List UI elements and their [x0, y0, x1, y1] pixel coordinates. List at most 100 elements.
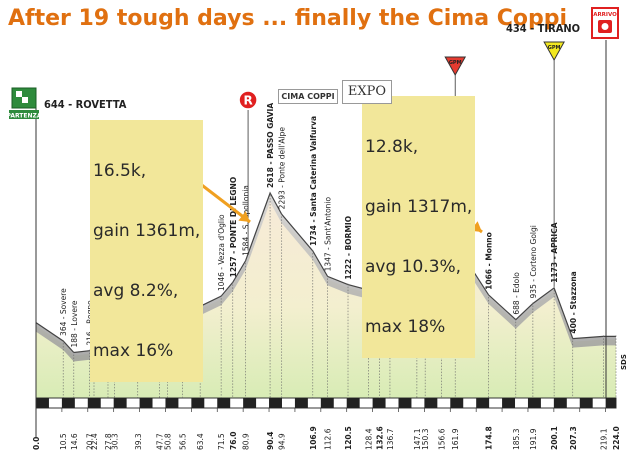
axis-segment — [217, 398, 231, 408]
km-label: 207.3 — [569, 426, 578, 450]
location-label: 2293 - Ponte dell'Alpe — [278, 127, 287, 210]
location-label: 1347 - Sant'Antonio — [324, 197, 333, 272]
axis-segment — [450, 398, 464, 408]
axis-segment — [346, 398, 360, 408]
profile-top-band — [36, 193, 616, 362]
axis-segment — [605, 398, 616, 408]
km-label: 47.7 — [156, 433, 165, 450]
km-label: 150.3 — [421, 428, 430, 450]
finish-location-label: 434 - TIRANO — [506, 22, 580, 35]
climb-note-gavia: 16.5k, gain 1361m, avg 8.2%, max 16% — [90, 120, 204, 382]
axis-segment — [191, 398, 205, 408]
location-label: 1734 - Santa Caterina Valfurva — [309, 116, 318, 246]
expo-logo: EXPO — [342, 80, 392, 104]
axis-segment — [553, 398, 567, 408]
gpm-label: GPM — [449, 60, 462, 66]
km-label: 147.1 — [413, 428, 422, 450]
km-label: 136.7 — [386, 428, 395, 450]
km-label: 156.6 — [437, 428, 446, 450]
location-label: 1222 - BORMIO — [344, 216, 353, 280]
km-label: 27.8 — [104, 433, 113, 450]
location-label: 2618 - PASSO GAVIA — [266, 103, 275, 188]
axis-segment — [269, 398, 282, 408]
km-label: 219.1 — [599, 428, 608, 450]
arrow-gavia-head — [238, 211, 250, 222]
axis-segment — [243, 398, 257, 408]
axis-segment — [579, 398, 593, 408]
start-sign-label: PARTENZA — [6, 113, 41, 120]
km-label: 14.6 — [70, 433, 79, 450]
axis-segment — [36, 398, 49, 408]
finish-camera-lens — [601, 23, 609, 30]
axis-segment — [398, 398, 412, 408]
location-label: 1173 - APRICA — [550, 222, 559, 283]
km-label: 191.9 — [529, 428, 538, 450]
cima-coppi-box: CIMA COPPI — [278, 89, 338, 104]
r-marker-icon — [238, 90, 258, 110]
axis-segment — [424, 398, 438, 408]
r-marker-label: R — [243, 94, 252, 108]
axis-segment — [139, 398, 153, 408]
axis-segment — [61, 398, 75, 408]
location-label: 1257 - PONTE DI LEGNO — [229, 177, 238, 278]
km-label: 224.0 — [612, 426, 621, 450]
km-label: 174.8 — [485, 426, 494, 450]
km-label: 76.0 — [229, 431, 238, 450]
start-location-label: 644 - ROVETTA — [44, 98, 127, 111]
axis-segment — [320, 398, 334, 408]
axis-segment — [113, 398, 127, 408]
km-label: 185.3 — [512, 428, 521, 450]
location-label: 1046 - Vezza d'Oglio — [217, 214, 226, 291]
note-line: gain 1317m, — [365, 197, 473, 217]
km-label: 30.3 — [110, 433, 119, 450]
axis-segment — [165, 398, 179, 408]
finish-sign-label: ARRIVO — [593, 12, 617, 18]
km-label: 71.5 — [217, 433, 226, 450]
km-label: 63.4 — [196, 433, 205, 450]
gpm-mortirolo-icon — [444, 56, 467, 77]
note-line: 16.5k, — [93, 161, 147, 181]
note-line: 12.8k, — [365, 137, 419, 157]
note-line: avg 10.3%, — [365, 257, 462, 277]
location-label: 364 - Sovere — [59, 288, 68, 336]
km-label: 39.3 — [134, 433, 143, 450]
location-label: 688 - Edolo — [512, 272, 521, 315]
km-label: 80.9 — [241, 433, 250, 450]
km-label: 94.9 — [278, 433, 287, 450]
km-label: 0.0 — [32, 437, 41, 450]
axis-segment — [294, 398, 308, 408]
gpm-label: GPM — [548, 45, 561, 51]
page-title: After 19 tough days ... finally the Cima… — [8, 6, 567, 31]
axis-segment — [372, 398, 386, 408]
note-line: max 18% — [365, 317, 446, 337]
start-flag-check — [22, 97, 28, 103]
km-label: 50.8 — [164, 433, 173, 450]
km-label: 20.7 — [86, 433, 95, 450]
note-line: max 16% — [93, 341, 174, 361]
location-label: 188 - Lovere — [70, 300, 79, 347]
gpm-aprica-icon — [543, 41, 565, 62]
note-line: avg 8.2%, — [93, 281, 179, 301]
location-label: 1066 - Monno — [485, 232, 494, 290]
start-flag-check — [16, 91, 22, 97]
note-line: gain 1361m, — [93, 221, 201, 241]
km-label: 132.6 — [375, 426, 384, 450]
km-label: 112.6 — [324, 428, 333, 450]
axis-segment — [502, 398, 516, 408]
km-label: 106.9 — [309, 426, 318, 450]
km-label: 22.4 — [90, 433, 99, 450]
km-label: 10.5 — [59, 433, 68, 450]
km-label: 128.4 — [364, 428, 373, 450]
start-sign-bg — [9, 110, 39, 119]
climb-note-mortirolo: 12.8k, gain 1317m, avg 10.3%, max 18% — [362, 96, 476, 358]
location-label: 935 - Corteno Golgi — [529, 225, 538, 298]
axis-segment — [87, 398, 101, 408]
sds-label: SDS — [620, 354, 628, 370]
km-label: 200.1 — [550, 426, 559, 450]
km-label: 56.5 — [178, 433, 187, 450]
km-label: 120.5 — [344, 426, 353, 450]
km-label: 161.9 — [451, 428, 460, 450]
km-label: 90.4 — [266, 431, 275, 450]
location-label: 400 - Stazzona — [569, 271, 578, 333]
